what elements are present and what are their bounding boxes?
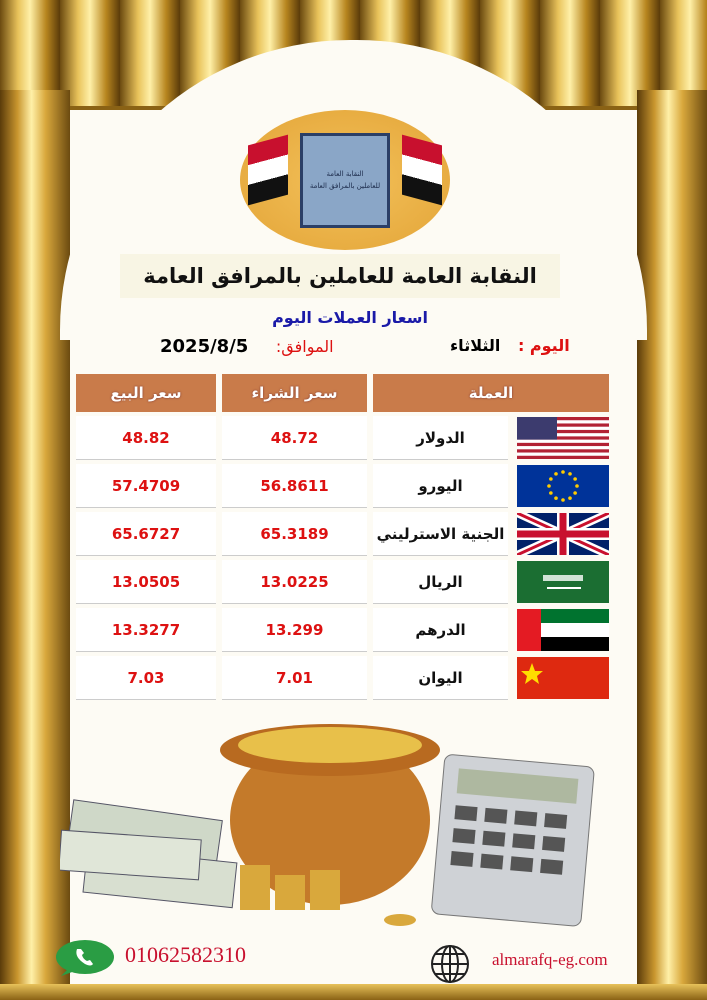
phone-number[interactable]: 01062582310 <box>125 942 246 967</box>
page-title: النقابة العامة للعاملين بالمرافق العامة <box>120 254 560 298</box>
gold-pot <box>220 724 440 905</box>
buy-price: 56.8611 <box>222 464 367 508</box>
table-row: اليوان 7.01 7.03 <box>76 656 609 700</box>
buy-price: 65.3189 <box>222 512 367 556</box>
buy-price: 48.72 <box>222 416 367 460</box>
logo-emblem: النقابة العامة للعاملين بالمرافق العامة <box>300 132 390 228</box>
china-flag-icon <box>514 656 609 700</box>
sell-price: 13.0505 <box>76 560 216 604</box>
table-row: الدرهم 13.299 13.3277 <box>76 608 609 652</box>
sell-price: 7.03 <box>76 656 216 700</box>
sell-price: 48.82 <box>76 416 216 460</box>
globe-icon <box>431 945 469 983</box>
table-row: الجنية الاسترليني 65.3189 65.6727 <box>76 512 609 556</box>
gold-pillar-left <box>0 90 70 990</box>
table-row: اليورو 56.8611 57.4709 <box>76 464 609 508</box>
date-field: الموافق: 2025/8/5 <box>160 336 334 357</box>
currency-name: الدرهم <box>373 608 508 652</box>
date-value: 2025/8/5 <box>160 336 249 357</box>
table-row: الدولار 48.72 48.82 <box>76 416 609 460</box>
sell-price: 13.3277 <box>76 608 216 652</box>
logo-text: للعاملين بالمرافق العامة <box>309 182 381 190</box>
logo-text: النقابة العامة <box>326 170 364 178</box>
currency-name: اليوان <box>373 656 508 700</box>
egypt-flag-icon <box>248 134 288 206</box>
gold-coins <box>240 865 416 926</box>
currency-name: الريال <box>373 560 508 604</box>
date-label: الموافق: <box>275 337 334 356</box>
header-buy: سعر الشراء <box>222 374 367 412</box>
uk-flag-icon <box>514 512 609 556</box>
eu-flag-icon <box>514 464 609 508</box>
egypt-flag-icon <box>402 134 442 206</box>
page-subtitle: اسعار العملات اليوم <box>272 308 428 327</box>
buy-price: 7.01 <box>222 656 367 700</box>
day-field: اليوم : الثلاثاء <box>450 336 570 355</box>
gold-pot-money-calculator-illustration <box>60 724 595 927</box>
uae-flag-icon <box>514 608 609 652</box>
frame-bottom <box>0 984 707 1000</box>
us-flag-icon <box>514 416 609 460</box>
currency-name: اليورو <box>373 464 508 508</box>
day-value: الثلاثاء <box>450 336 501 355</box>
day-label: اليوم : <box>517 336 570 355</box>
sell-price: 57.4709 <box>76 464 216 508</box>
header-sell: سعر البيع <box>76 374 216 412</box>
currency-name: الجنية الاسترليني <box>373 512 508 556</box>
sell-price: 65.6727 <box>76 512 216 556</box>
saudi-flag-icon <box>514 560 609 604</box>
header-currency: العملة <box>373 374 609 412</box>
buy-price: 13.299 <box>222 608 367 652</box>
currency-table: العملة سعر الشراء سعر البيع الدولار 48.7… <box>70 370 615 704</box>
union-logo: النقابة العامة للعاملين بالمرافق العامة <box>240 110 450 250</box>
buy-price: 13.0225 <box>222 560 367 604</box>
website-link[interactable]: almarafq-eg.com <box>492 950 608 969</box>
calculator <box>431 754 595 927</box>
gold-pillar-right <box>637 90 707 990</box>
currency-name: الدولار <box>373 416 508 460</box>
whatsapp-icon <box>56 940 114 976</box>
cash-bundles <box>60 799 238 909</box>
table-row: الريال 13.0225 13.0505 <box>76 560 609 604</box>
